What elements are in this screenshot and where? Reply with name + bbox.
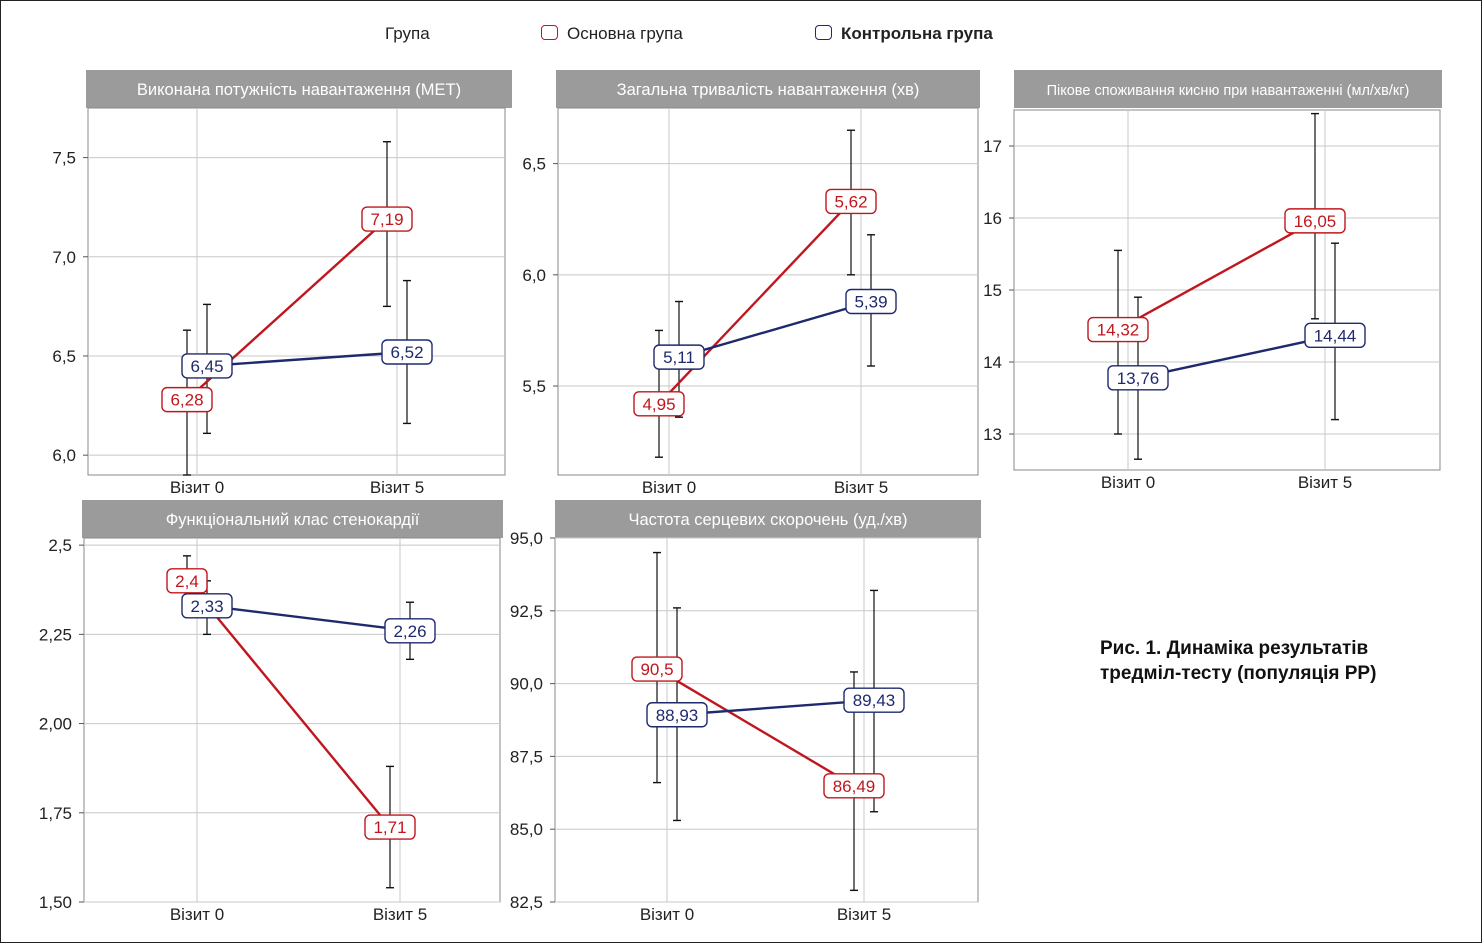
chart-title-bar	[86, 70, 512, 108]
figure-caption: Рис. 1. Динаміка результатів тредміл-тес…	[1100, 636, 1376, 686]
data-label-box-main	[361, 206, 413, 232]
series-line-control	[206, 350, 408, 368]
y-tick-label: 6,5	[52, 347, 76, 366]
y-tick-label: 6,0	[52, 446, 76, 465]
caption-line-1: Рис. 1. Динаміка результатів	[1100, 638, 1369, 659]
legend-label-main: Основна група	[567, 24, 683, 43]
legend-swatch-main	[541, 25, 558, 40]
data-label-control: 6,52	[390, 343, 423, 362]
data-label-box-control	[181, 353, 233, 379]
y-tick-label: 7,0	[52, 248, 76, 267]
data-label-box-control	[381, 339, 433, 365]
x-tick-label: Візит 0	[170, 478, 224, 497]
data-label-box-main	[161, 386, 213, 413]
data-label-main: 6,28	[170, 391, 203, 410]
y-tick-label: 7,5	[52, 149, 76, 168]
data-label-main: 7,19	[370, 210, 403, 229]
chart-title: Виконана потужність навантаження (МЕТ)	[137, 81, 461, 99]
plot-area	[87, 107, 506, 476]
data-label-control: 6,45	[190, 357, 223, 376]
legend-swatch-control	[815, 25, 832, 40]
legend: Група Основна група Контрольна група	[0, 0, 1482, 70]
legend-title: Група	[385, 24, 430, 43]
x-tick-label: Візит 5	[370, 478, 424, 497]
legend-label-control: Контрольна група	[841, 24, 993, 43]
caption-line-2: тредміл-тесту (популяція PP)	[1100, 663, 1377, 684]
